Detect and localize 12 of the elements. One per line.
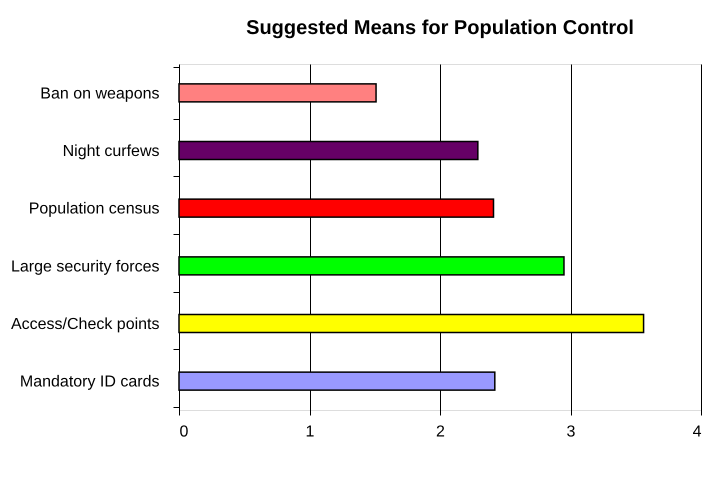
- y-tick-label: Large security forces: [10, 258, 160, 276]
- x-tick-label: 4: [692, 424, 702, 440]
- chart-title: Suggested Means for Population Control: [246, 17, 634, 39]
- x-tick-label: 2: [436, 424, 446, 440]
- y-tick-label: Ban on weapons: [40, 85, 160, 102]
- y-tick-label: Night curfews: [62, 143, 160, 160]
- y-tick-label: Population census: [28, 200, 160, 218]
- y-tick-label: Access/Check points: [10, 316, 160, 333]
- y-tick-label: Mandatory ID cards: [20, 374, 160, 391]
- x-tick-label: 3: [566, 424, 576, 440]
- x-tick-label: 1: [306, 424, 315, 440]
- x-tick-label: 0: [180, 424, 188, 440]
